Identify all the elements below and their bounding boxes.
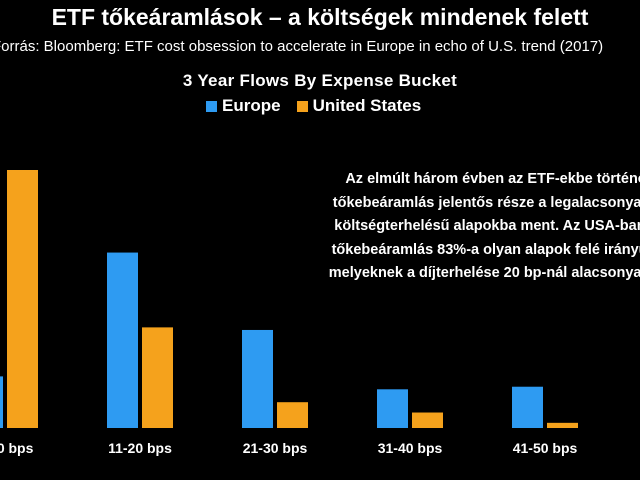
bar-united-states-4	[412, 412, 443, 428]
legend: Europe United States	[206, 96, 437, 116]
legend-label-europe: Europe	[222, 96, 281, 115]
x-tick-label: 0-10 bps	[0, 440, 34, 456]
annotation-text: Az elmúlt három évben az ETF-ekbe történ…	[328, 171, 640, 281]
x-tick-label: 31-40 bps	[378, 440, 443, 456]
x-tick-label: 21-30 bps	[243, 440, 308, 456]
legend-swatch-europe	[206, 100, 217, 112]
bars	[0, 170, 578, 428]
bar-united-states-1	[7, 170, 38, 428]
bar-europe-1	[0, 376, 3, 428]
headline: ETF tőkeáramlások – a költségek mindenek…	[51, 4, 589, 30]
legend-entry-europe: Europe	[206, 96, 281, 116]
bar-united-states-3	[277, 402, 308, 428]
bar-united-states-2	[142, 327, 173, 428]
bar-europe-2	[107, 252, 138, 428]
bar-europe-5	[512, 386, 543, 428]
bar-united-states-5	[547, 422, 578, 428]
bar-europe-3	[242, 329, 273, 428]
legend-swatch-united-states	[296, 100, 308, 112]
bar-europe-4	[377, 389, 408, 428]
chart-title: 3 Year Flows By Expense Bucket	[182, 71, 458, 90]
x-tick-labels: 0-10 bps 11-20 bps 21-30 bps 31-40 bps 41-50…	[0, 440, 578, 456]
source-note: Forrás: Bloomberg: ETF cost obsession to…	[0, 38, 604, 55]
legend-label-united-states: United States	[312, 96, 422, 115]
x-tick-label: 11-20 bps	[108, 440, 172, 456]
legend-entry-united-states: United States	[296, 96, 422, 116]
x-tick-label: 41-50 bps	[513, 440, 578, 456]
